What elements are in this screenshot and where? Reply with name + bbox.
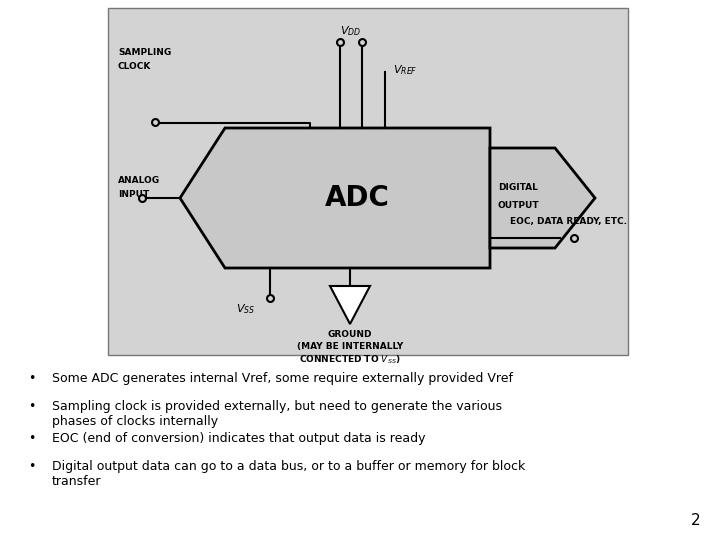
- Text: GROUND: GROUND: [328, 330, 372, 339]
- Text: (MAY BE INTERNALLY: (MAY BE INTERNALLY: [297, 342, 403, 351]
- Text: EOC (end of conversion) indicates that output data is ready: EOC (end of conversion) indicates that o…: [52, 432, 426, 445]
- Text: Digital output data can go to a data bus, or to a buffer or memory for block
tra: Digital output data can go to a data bus…: [52, 460, 526, 488]
- Text: $V_{DD}$: $V_{DD}$: [340, 24, 361, 38]
- Text: •: •: [28, 372, 35, 385]
- Text: CLOCK: CLOCK: [118, 62, 151, 71]
- Text: $V_{REF}$: $V_{REF}$: [393, 63, 418, 77]
- Text: EOC, DATA READY, ETC.: EOC, DATA READY, ETC.: [510, 217, 627, 226]
- Text: INPUT: INPUT: [118, 190, 149, 199]
- Polygon shape: [490, 148, 595, 248]
- Text: •: •: [28, 460, 35, 473]
- Text: •: •: [28, 432, 35, 445]
- Text: CONNECTED TO $V_{SS}$): CONNECTED TO $V_{SS}$): [300, 354, 401, 367]
- Text: •: •: [28, 400, 35, 413]
- Text: DIGITAL: DIGITAL: [498, 184, 538, 192]
- Text: 2: 2: [690, 513, 700, 528]
- Polygon shape: [180, 128, 490, 268]
- Text: OUTPUT: OUTPUT: [498, 201, 539, 211]
- Text: ADC: ADC: [325, 184, 390, 212]
- Text: $V_{SS}$: $V_{SS}$: [236, 302, 256, 316]
- Text: ANALOG: ANALOG: [118, 176, 160, 185]
- Text: SAMPLING: SAMPLING: [118, 48, 171, 57]
- Text: Sampling clock is provided externally, but need to generate the various
phases o: Sampling clock is provided externally, b…: [52, 400, 502, 428]
- Bar: [108, 8, 628, 355]
- Polygon shape: [330, 286, 370, 324]
- Text: Some ADC generates internal Vref, some require externally provided Vref: Some ADC generates internal Vref, some r…: [52, 372, 513, 385]
